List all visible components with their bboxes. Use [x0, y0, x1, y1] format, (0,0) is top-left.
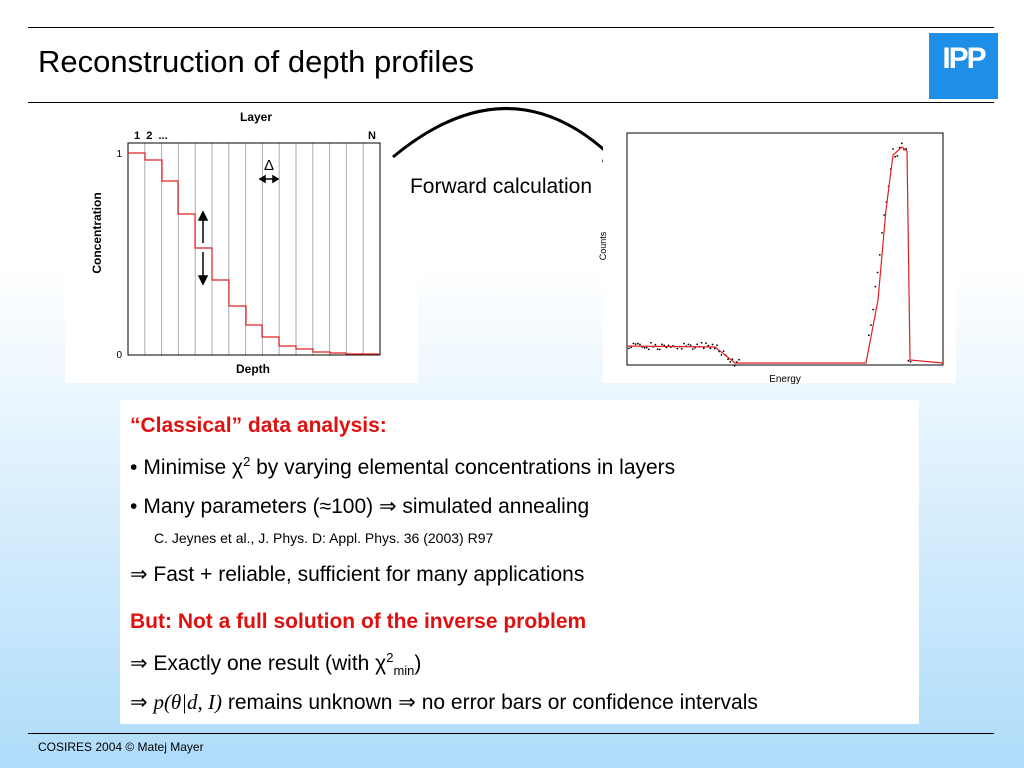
left-panel	[65, 120, 418, 383]
point	[683, 342, 685, 345]
right-panel	[603, 122, 956, 383]
point	[691, 348, 694, 350]
forward-arrow	[392, 107, 614, 159]
point	[632, 342, 635, 345]
point	[702, 347, 705, 350]
point	[896, 155, 899, 157]
line: ⇒ Exactly one result (with χ2min)	[130, 650, 421, 678]
point	[650, 341, 652, 344]
reference: C. Jeynes et al., J. Phys. D: Appl. Phys…	[154, 530, 494, 546]
point	[727, 358, 729, 361]
point	[738, 358, 740, 361]
bullet: Many parameters (≈100) ⇒ simulated annea…	[130, 494, 589, 519]
x-label: Energy	[769, 374, 801, 385]
point	[643, 347, 646, 349]
logo: IPP	[929, 33, 998, 99]
point	[881, 232, 883, 234]
bullet: Minimise χ2 by varying elemental concent…	[130, 454, 675, 480]
point	[874, 285, 877, 288]
rule	[28, 27, 994, 28]
sup: 2	[386, 650, 394, 665]
point	[667, 344, 670, 347]
point	[731, 358, 734, 360]
point	[720, 354, 723, 356]
point	[711, 343, 714, 346]
sub: min	[393, 663, 415, 679]
plot-frame	[127, 142, 381, 356]
point	[661, 343, 663, 346]
plot-frame	[626, 132, 944, 366]
text: ⇒	[130, 691, 154, 714]
point	[680, 347, 683, 350]
point	[909, 360, 912, 363]
point	[645, 346, 648, 349]
y-label: Counts	[598, 231, 608, 260]
profile-curve	[128, 152, 380, 355]
point	[707, 344, 710, 347]
point	[687, 343, 690, 346]
point	[876, 271, 879, 274]
point	[729, 361, 732, 363]
rule	[28, 102, 994, 103]
text-box: “Classical” data analysis: Minimise χ2 b…	[120, 400, 919, 724]
point	[709, 347, 712, 350]
text: )	[414, 652, 422, 675]
line: ⇒ Fast + reliable, sufficient for many a…	[130, 563, 585, 586]
point	[639, 343, 641, 346]
italic: p(θ|d, I)	[153, 690, 223, 714]
point	[700, 341, 703, 344]
sup: 2	[243, 454, 251, 469]
simulation-curve	[626, 146, 944, 364]
point	[713, 347, 716, 350]
y-bottom: 0	[116, 350, 122, 361]
delta: Δ	[264, 157, 274, 174]
text: ⇒ Exactly one result (with χ	[130, 652, 387, 675]
line: ⇒ p(θ|d, I) remains unknown ⇒ no error b…	[130, 690, 758, 715]
point	[883, 214, 886, 216]
point	[900, 142, 903, 145]
point	[696, 343, 699, 346]
x-label: Depth	[236, 362, 270, 376]
point	[654, 343, 657, 346]
point	[892, 148, 894, 150]
arrow-label: Forward calculation	[410, 175, 592, 198]
text: by varying elemental concentrations in l…	[250, 456, 676, 479]
text: remains unknown ⇒ no error bars or confi…	[222, 691, 758, 714]
point	[867, 334, 870, 337]
point	[689, 344, 692, 346]
figures: Layer 1 2 ... N Δ Concentration 1 0 Dept…	[65, 107, 956, 385]
point	[722, 350, 725, 353]
vary-arrow	[197, 174, 280, 286]
point	[872, 308, 875, 311]
point	[733, 364, 736, 367]
point	[658, 348, 661, 351]
point	[630, 346, 633, 349]
text: Many parameters (≈100) ⇒ simulated annea…	[143, 495, 590, 518]
slide-title: Reconstruction of depth profiles	[38, 44, 474, 79]
point	[878, 254, 881, 256]
top-label: Layer	[240, 110, 272, 124]
rule	[28, 733, 994, 734]
heading: “Classical” data analysis:	[130, 414, 387, 437]
layer-first: 1 2 ...	[134, 130, 168, 142]
y-top: 1	[116, 149, 122, 160]
point	[656, 348, 659, 351]
heading: But: Not a full solution of the inverse …	[130, 610, 587, 633]
text: Minimise χ	[143, 456, 244, 479]
point	[870, 324, 872, 326]
point	[705, 342, 707, 345]
layer-last: N	[368, 130, 376, 142]
point	[716, 344, 718, 347]
footer: COSIRES 2004 © Matej Mayer	[38, 740, 204, 754]
y-label: Concentration	[90, 192, 104, 273]
point	[636, 342, 639, 345]
point	[634, 343, 637, 345]
point	[628, 347, 630, 350]
point	[894, 155, 897, 158]
point	[907, 359, 910, 362]
point	[676, 347, 679, 350]
point	[647, 348, 650, 351]
